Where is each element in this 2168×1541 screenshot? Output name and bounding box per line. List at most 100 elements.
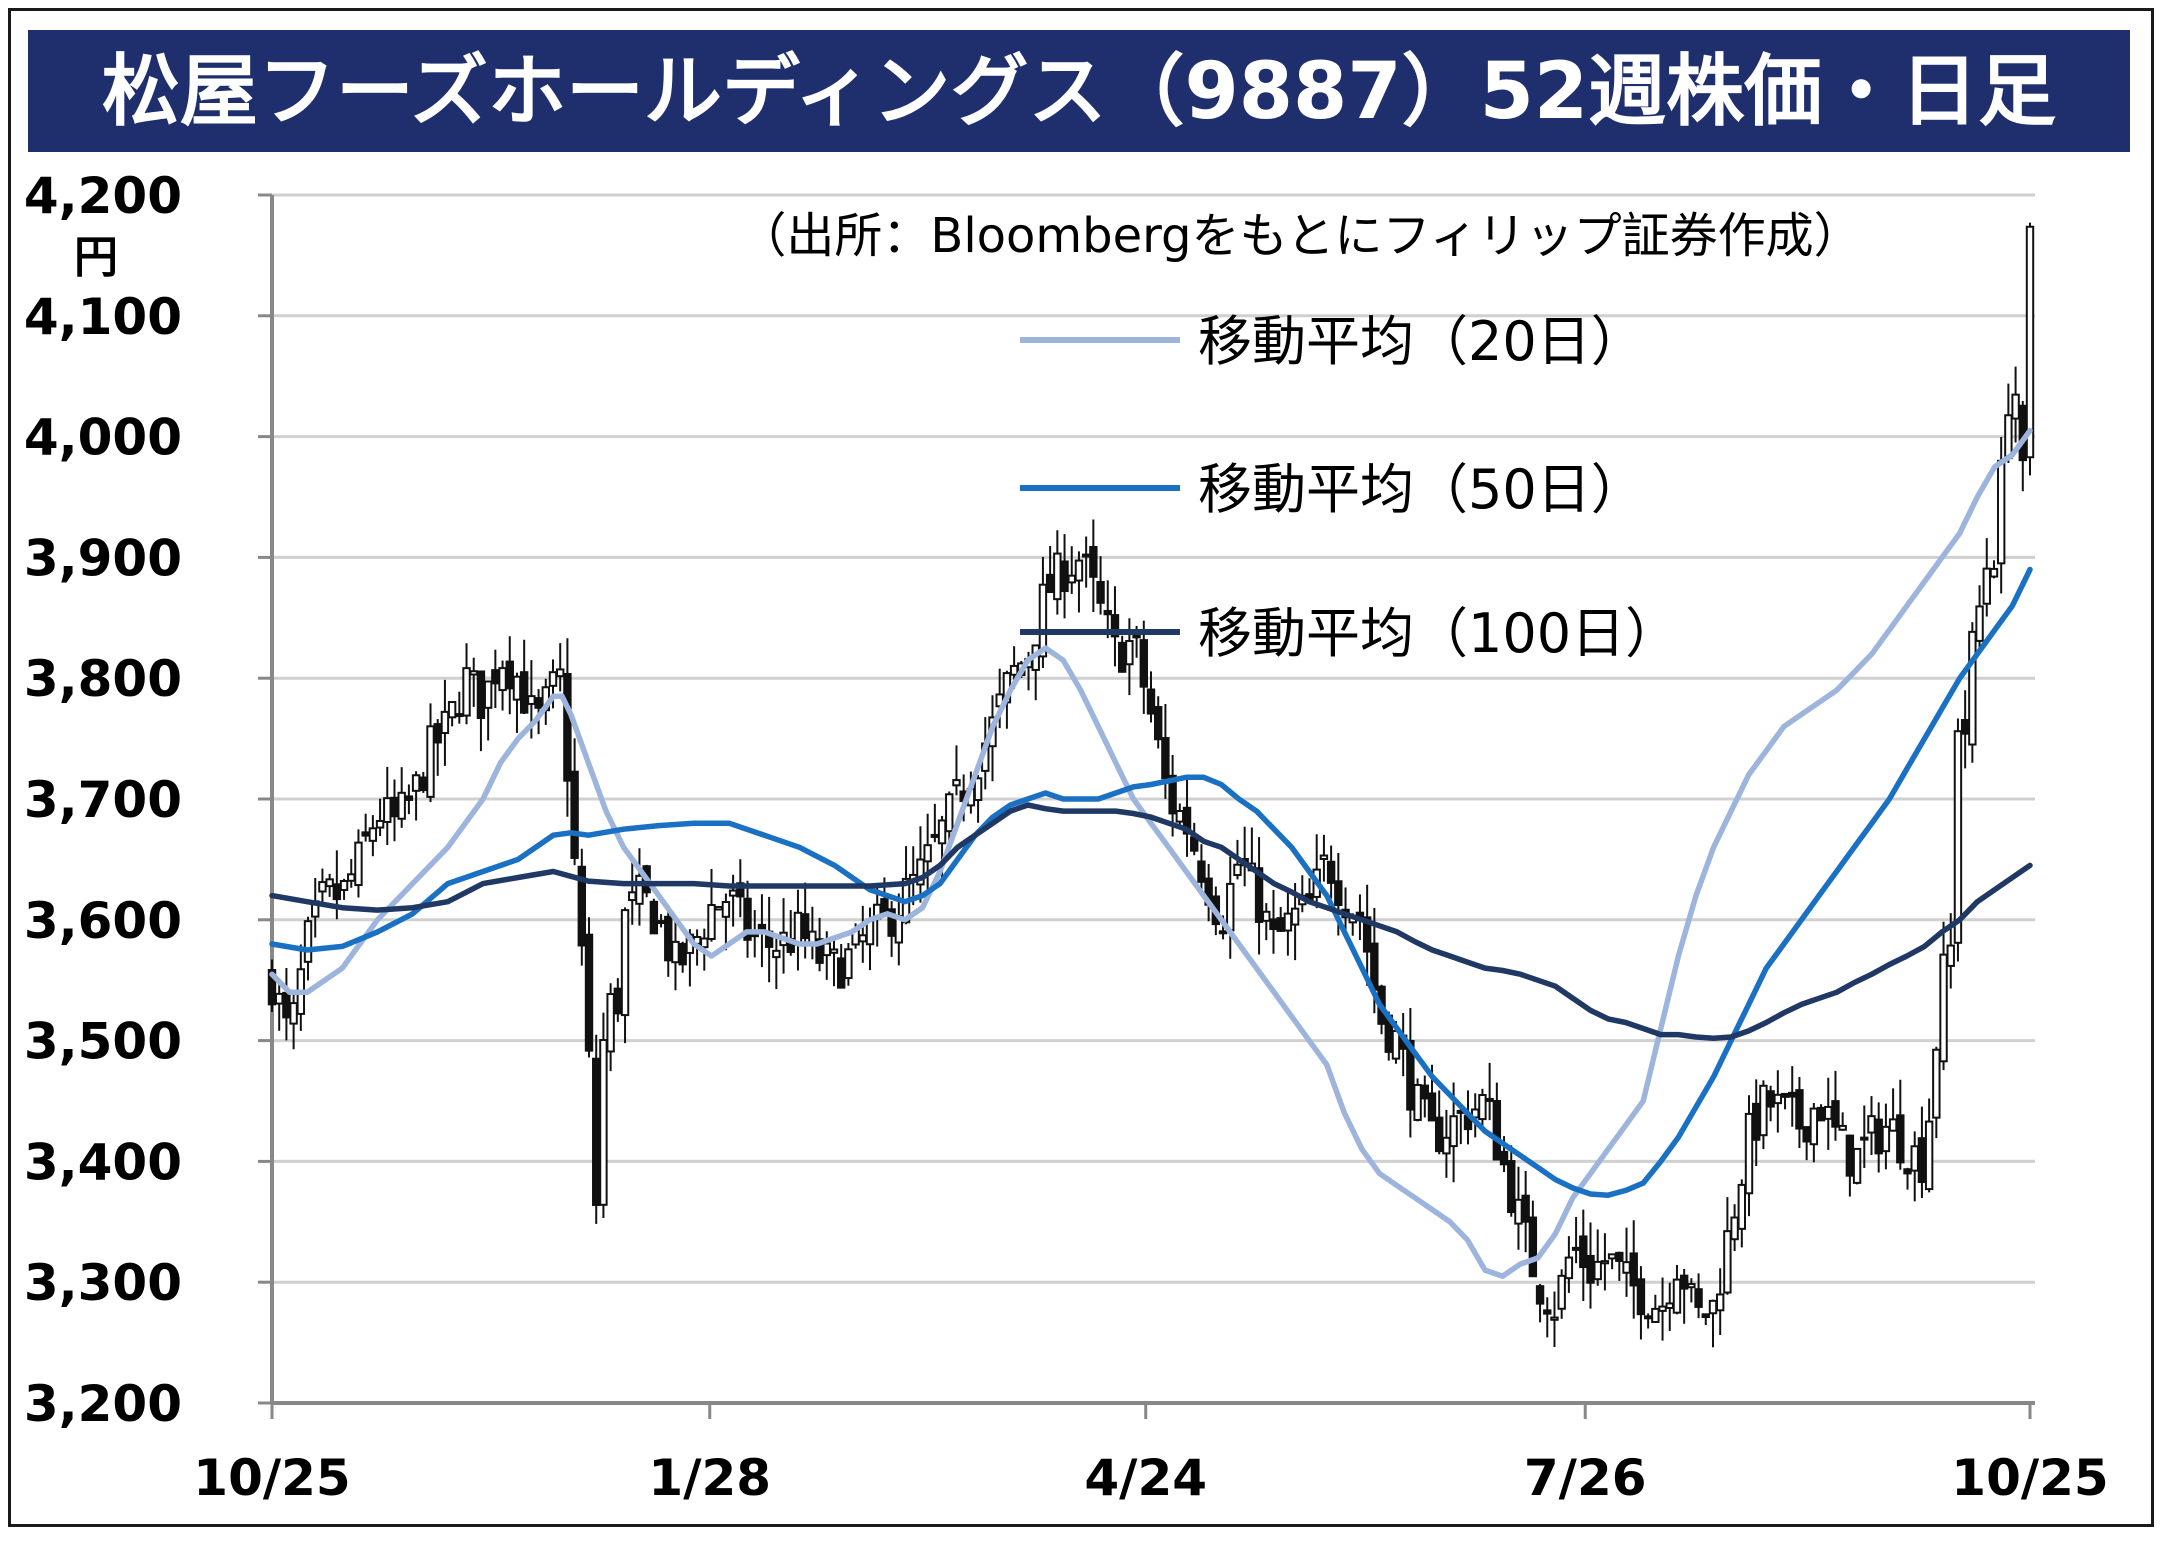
candle-body <box>1067 574 1076 584</box>
candle-body <box>1852 1147 1862 1184</box>
y-tick-label: 4,000 <box>24 409 182 467</box>
candle-body <box>512 675 522 701</box>
y-tick-label: 3,900 <box>24 529 182 587</box>
candle-body <box>1860 1136 1869 1141</box>
candle-body <box>2011 393 2020 420</box>
candle-body <box>620 909 630 1017</box>
candle-body <box>1074 559 1084 582</box>
candle-body <box>491 669 500 685</box>
candle-body <box>1996 459 2006 565</box>
candle-body <box>419 776 428 792</box>
candle-body <box>1146 688 1156 715</box>
candle-body <box>1168 774 1177 815</box>
candle-body <box>1953 730 1963 944</box>
candle-body <box>1593 1260 1602 1281</box>
y-tick-label: 3,200 <box>24 1375 182 1433</box>
candle-body <box>1485 1097 1494 1102</box>
candle-body <box>1276 917 1285 932</box>
candle-body <box>1824 1105 1833 1120</box>
candle-body <box>1579 1235 1588 1269</box>
candle-body <box>498 667 507 692</box>
candle-body <box>1254 867 1264 923</box>
candle-body <box>1708 1299 1718 1315</box>
candle-body <box>613 987 623 1015</box>
candle-body <box>635 874 644 905</box>
candle-body <box>1795 1089 1804 1130</box>
candle-body <box>1269 918 1278 931</box>
candle-body <box>1161 737 1170 780</box>
candle-body <box>1009 664 1019 676</box>
chart-frame <box>8 8 2154 1527</box>
candle-body <box>945 793 954 833</box>
candle-body <box>555 668 565 678</box>
x-tick-label: 10/25 <box>1951 1449 2108 1507</box>
candle-body <box>390 796 399 818</box>
candle-body <box>822 942 831 957</box>
candle-body <box>1096 580 1105 604</box>
candle-body <box>318 881 327 893</box>
candle-body <box>325 878 334 888</box>
candle-body <box>1672 1278 1682 1314</box>
candle-body <box>1233 863 1242 877</box>
candle-body <box>1413 1084 1422 1121</box>
candle-body <box>303 920 313 963</box>
candle-body <box>354 841 363 887</box>
legend-label-ma100: 移動平均（100日） <box>1198 602 1679 665</box>
candle-body <box>1874 1118 1883 1155</box>
candle-body <box>1427 1092 1437 1122</box>
y-tick-label: 4,200 <box>24 167 182 225</box>
y-tick-label: 3,300 <box>24 1254 182 1312</box>
candle-body <box>1038 583 1048 658</box>
candle-body <box>599 1039 608 1206</box>
candle-body <box>1290 907 1300 926</box>
candle-body <box>1643 1315 1653 1320</box>
y-tick-label: 3,700 <box>24 771 182 829</box>
candle-body <box>1600 1260 1610 1265</box>
candle-body <box>527 695 536 705</box>
candle-body <box>570 770 579 859</box>
candle-body <box>678 942 687 966</box>
candle-body <box>728 889 738 897</box>
candle-body <box>375 819 385 829</box>
candle-body <box>469 670 478 676</box>
candle-body <box>1550 1316 1559 1321</box>
candle-body <box>1420 1084 1429 1100</box>
candle-body <box>455 713 464 718</box>
candle-body <box>1492 1100 1502 1161</box>
axes <box>258 193 2035 1419</box>
y-axis-labels: 3,200 3,300 3,400 3,500 3,600 3,700 3,800 3,900… <box>24 167 182 1433</box>
candle-body <box>411 774 421 792</box>
x-tick-label: 10/25 <box>193 1449 350 1507</box>
y-tick-label: 4,100 <box>24 288 182 346</box>
ma50-line <box>269 566 2033 1198</box>
candle-body <box>1752 1102 1761 1141</box>
candle-body <box>447 701 457 719</box>
candle-body <box>1744 1112 1754 1195</box>
candle-body <box>1139 639 1148 688</box>
candle-body <box>1867 1115 1876 1134</box>
candle-body <box>1521 1194 1530 1223</box>
candle-body <box>858 934 868 943</box>
candle-body <box>1960 719 1970 735</box>
candle-body <box>1334 880 1343 907</box>
x-tick-label: 1/28 <box>648 1449 771 1507</box>
candle-body <box>577 865 587 947</box>
legend: 移動平均（20日） 移動平均（50日） 移動平均（100日） <box>1020 310 1679 665</box>
ma100-line <box>269 802 2033 1041</box>
candle-body <box>1406 1039 1415 1111</box>
candle-body <box>1319 854 1329 861</box>
candle-body <box>1154 706 1163 741</box>
candle-body <box>844 948 853 980</box>
candle-body <box>628 891 637 902</box>
candle-body <box>829 948 839 954</box>
candle-body <box>483 680 493 709</box>
candle-body <box>1802 1126 1811 1143</box>
candle-body <box>368 827 378 842</box>
candle-body <box>1326 860 1336 884</box>
candle-body <box>772 949 781 959</box>
candle-body <box>1737 1183 1747 1230</box>
candle-body <box>332 883 342 901</box>
candle-body <box>1888 1118 1898 1132</box>
chart-title: 松屋フーズホールディングス（9887）52週株価・日足 <box>102 47 2056 137</box>
